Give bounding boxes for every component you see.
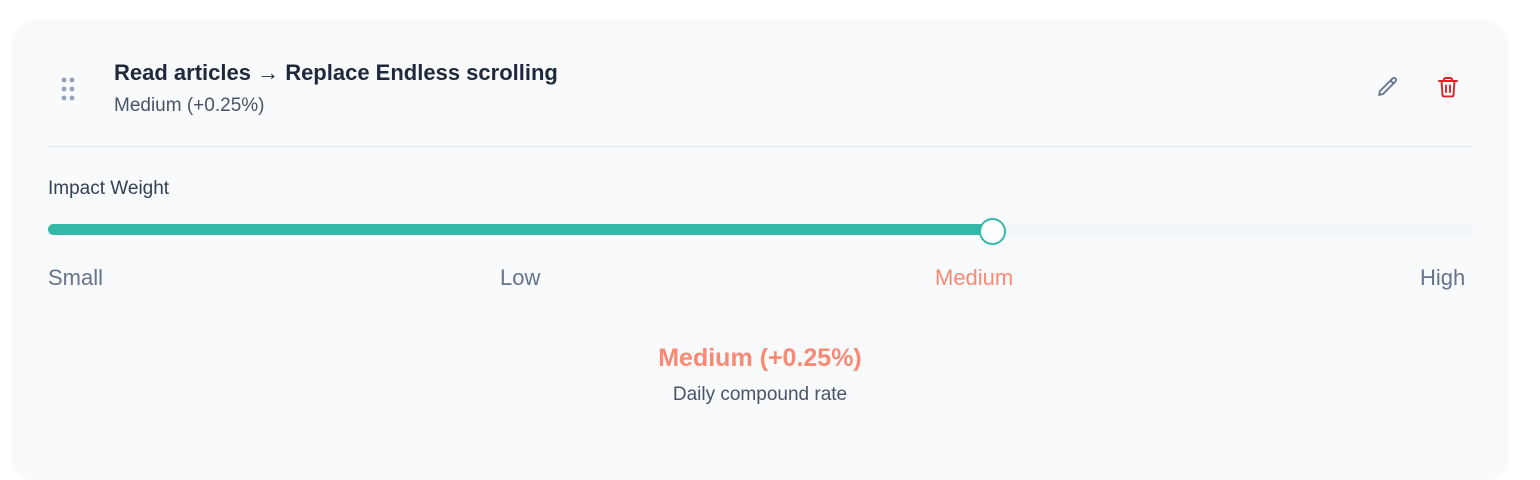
option-small[interactable]: Small <box>48 265 104 290</box>
habit-card: Read articles → Replace Endless scrollin… <box>12 20 1508 480</box>
impact-result-caption: Daily compound rate <box>672 384 848 405</box>
divider <box>48 146 1472 147</box>
delete-button[interactable] <box>1432 73 1464 105</box>
option-medium[interactable]: Medium <box>935 265 1014 290</box>
slider-thumb[interactable] <box>979 218 1007 245</box>
drag-handle-icon[interactable] <box>60 75 78 103</box>
edit-button[interactable] <box>1372 73 1404 105</box>
option-high[interactable]: High <box>1420 265 1466 290</box>
trash-icon <box>1436 75 1460 104</box>
impact-weight-slider[interactable] <box>48 218 1472 245</box>
impact-result-value: Medium (+0.25%) <box>658 344 862 372</box>
habit-subtitle: Medium (+0.25%) <box>114 95 265 116</box>
habit-title: Read articles → Replace Endless scrollin… <box>114 60 558 85</box>
slider-fill <box>48 224 993 235</box>
impact-weight-label: Impact Weight <box>48 178 170 199</box>
option-low[interactable]: Low <box>500 265 541 290</box>
pencil-icon <box>1376 75 1400 104</box>
